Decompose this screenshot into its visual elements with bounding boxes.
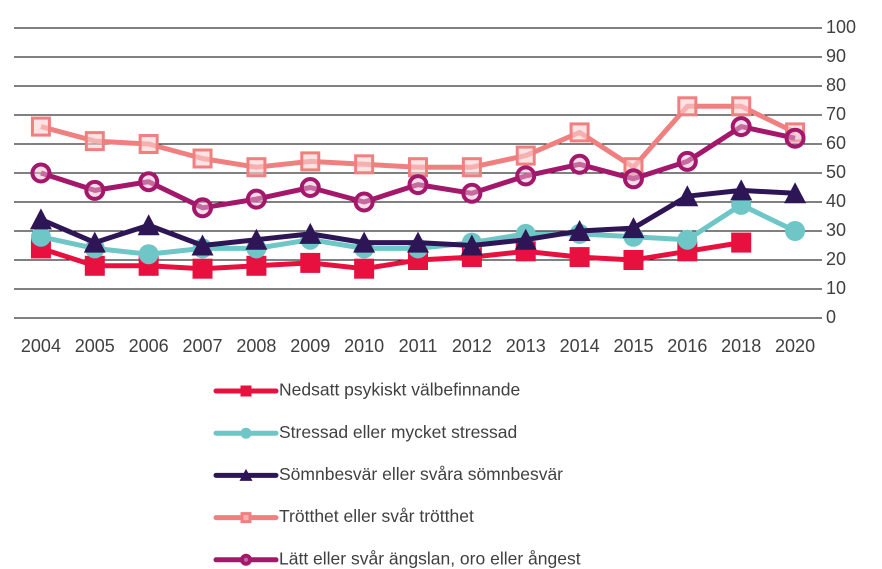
marker xyxy=(29,208,52,230)
y-tick-label: 40 xyxy=(826,191,846,211)
marker xyxy=(137,214,160,236)
x-tick-label: 2014 xyxy=(560,336,600,356)
x-tick-label: 2010 xyxy=(344,336,384,356)
marker xyxy=(138,171,160,193)
marker xyxy=(677,96,698,117)
x-tick-label: 2011 xyxy=(399,336,438,356)
y-tick-label: 10 xyxy=(826,278,846,298)
marker xyxy=(731,96,752,117)
marker xyxy=(84,255,105,276)
marker xyxy=(245,228,268,250)
x-tick-label: 2018 xyxy=(721,336,761,356)
y-tick-label: 80 xyxy=(826,75,846,95)
y-tick-label: 90 xyxy=(826,46,846,66)
marker xyxy=(191,234,214,256)
marker xyxy=(84,131,105,152)
marker xyxy=(240,553,252,566)
marker xyxy=(192,148,213,169)
marker xyxy=(515,165,537,187)
legend-label: Trötthet eller svår trötthet xyxy=(279,506,474,526)
x-tick-label: 2013 xyxy=(506,336,546,356)
marker xyxy=(30,116,51,137)
marker xyxy=(460,234,483,256)
x-tick-label: 2008 xyxy=(236,336,276,356)
marker xyxy=(138,134,159,154)
marker xyxy=(730,179,753,201)
y-tick-label: 100 xyxy=(826,17,856,37)
legend-label: Sömnbesvär eller svåra sömnbesvär xyxy=(279,464,563,484)
marker xyxy=(30,226,51,247)
marker xyxy=(677,229,698,250)
marker xyxy=(622,168,644,190)
x-tick-label: 2005 xyxy=(75,336,115,356)
marker xyxy=(408,157,428,178)
marker xyxy=(192,258,213,279)
marker xyxy=(138,244,159,265)
marker xyxy=(192,197,214,219)
marker xyxy=(676,185,699,207)
marker xyxy=(461,157,482,178)
marker xyxy=(246,157,267,178)
marker xyxy=(245,188,267,210)
marker xyxy=(785,221,806,241)
marker xyxy=(569,122,590,143)
y-tick-label: 60 xyxy=(826,133,846,153)
marker xyxy=(353,231,376,253)
marker xyxy=(568,220,591,241)
marker xyxy=(407,231,429,253)
marker xyxy=(622,217,645,239)
marker xyxy=(300,151,321,172)
marker xyxy=(676,150,698,172)
x-tick-label: 2007 xyxy=(183,336,223,356)
marker xyxy=(514,228,537,250)
marker xyxy=(730,116,752,138)
marker xyxy=(569,153,591,175)
marker xyxy=(240,385,252,397)
marker xyxy=(240,512,252,524)
y-tick-label: 70 xyxy=(826,104,846,124)
y-tick-label: 20 xyxy=(826,249,846,269)
marker xyxy=(83,231,106,253)
x-tick-label: 2004 xyxy=(21,336,61,356)
marker xyxy=(407,174,429,196)
marker xyxy=(569,247,590,268)
marker xyxy=(30,162,52,184)
marker xyxy=(354,154,375,175)
legend-label: Stressad eller mycket stressad xyxy=(279,422,517,442)
marker xyxy=(84,179,106,201)
marker xyxy=(461,182,483,204)
x-tick-label: 2015 xyxy=(613,336,653,356)
marker xyxy=(515,145,536,166)
y-tick-label: 50 xyxy=(826,162,846,182)
marker xyxy=(240,427,252,439)
marker xyxy=(784,127,806,149)
marker xyxy=(239,468,253,481)
marker xyxy=(784,182,807,204)
x-tick-label: 2012 xyxy=(452,336,492,356)
marker xyxy=(731,232,752,253)
x-tick-label: 2020 xyxy=(775,336,815,356)
marker xyxy=(300,252,321,273)
marker xyxy=(353,191,375,213)
marker xyxy=(299,177,321,198)
legend-label: Lätt eller svår ängslan, oro eller ånges… xyxy=(279,548,581,568)
x-tick-label: 2016 xyxy=(667,336,707,356)
marker xyxy=(354,258,375,279)
marker xyxy=(246,255,267,276)
x-tick-label: 2009 xyxy=(290,336,330,356)
legend-label: Nedsatt psykiskt välbefinnande xyxy=(279,380,520,400)
y-tick-label: 0 xyxy=(826,307,836,327)
marker xyxy=(299,222,322,244)
y-tick-label: 30 xyxy=(826,220,846,240)
marker xyxy=(623,250,644,270)
x-tick-label: 2006 xyxy=(129,336,169,356)
